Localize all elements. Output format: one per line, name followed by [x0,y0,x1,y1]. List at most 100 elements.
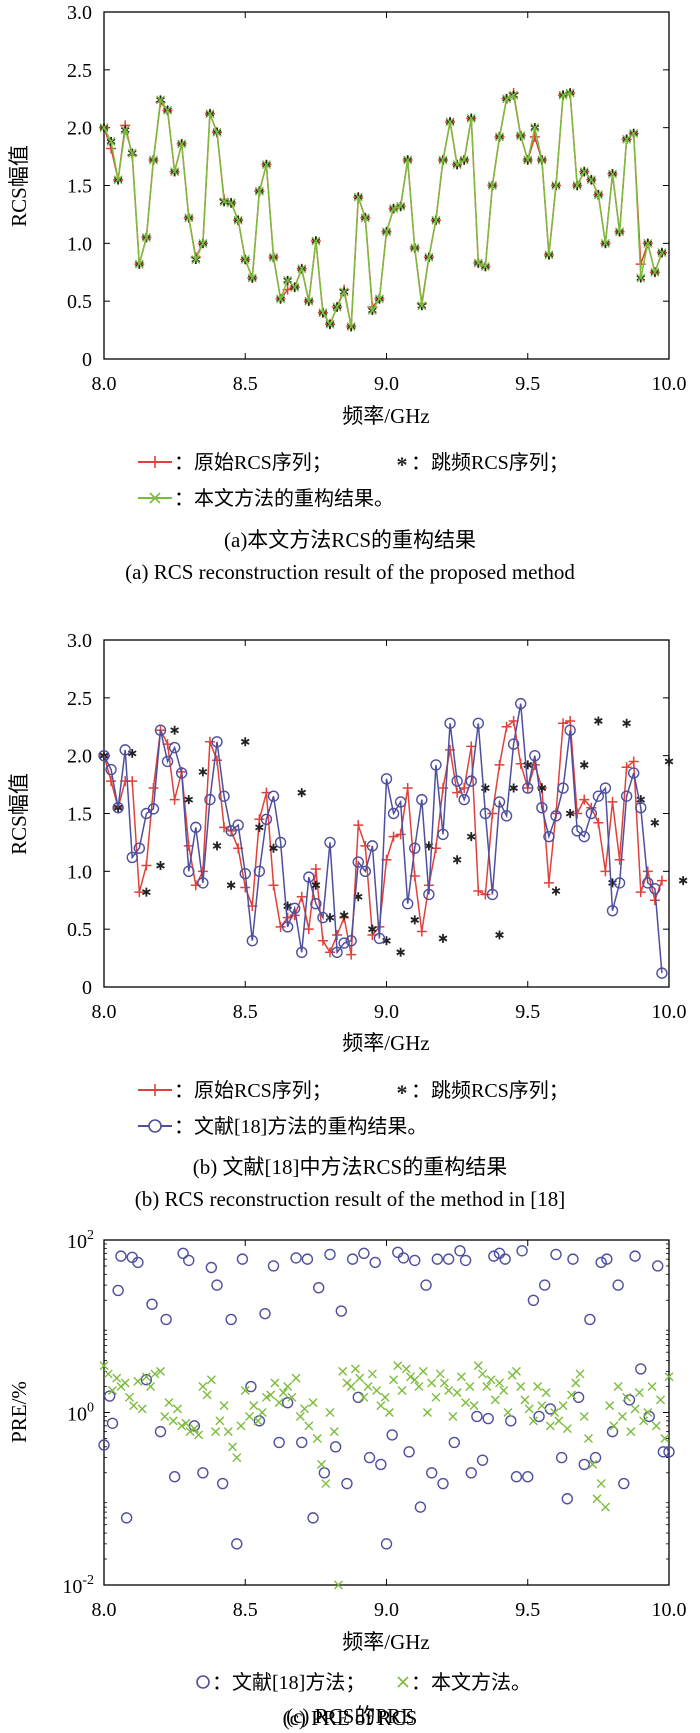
data-point [416,793,428,806]
data-point [339,910,349,920]
data-point [657,1446,670,1458]
chart-b-series [98,697,688,979]
data-point [296,891,307,902]
data-point [388,831,399,842]
data-point [259,1307,271,1320]
data-point [544,250,554,260]
data-point [458,793,470,806]
data-point [352,856,364,868]
x-tick-label: 8.5 [233,1599,258,1621]
data-point [274,836,287,849]
y-tick-label: 3.0 [67,630,92,652]
data-point [579,794,590,805]
data-point [422,1408,432,1417]
data-point [168,1416,178,1426]
data-point [183,840,194,851]
data-point [154,1425,167,1438]
data-point [318,308,328,318]
data-point [663,1446,675,1458]
data-point [339,287,349,297]
data-point [418,1366,428,1376]
data-point [651,1421,661,1431]
data-point [389,204,399,214]
data-point [510,1471,523,1483]
data-point [359,865,372,878]
data-point [380,1538,393,1550]
data-point [594,716,603,726]
data-point [430,759,442,771]
data-point [375,1458,387,1471]
data-point [636,273,646,283]
chart-c-x-ticks: 8.0 8.5 9.0 9.5 10.0 [92,1240,687,1621]
legend-b-ref-label: ：文献[18]方法的重构结果。 [174,1115,427,1138]
data-point [269,843,278,853]
x-tick-label: 9.0 [374,1599,399,1621]
data-point [401,1364,411,1374]
y-tick-label: 0 [82,349,92,371]
data-point [642,866,653,877]
data-point [310,864,321,875]
data-point [329,1441,342,1453]
data-point [170,725,179,735]
data-point [431,215,441,225]
data-point [448,1411,458,1421]
data-point [678,876,688,886]
data-point [103,1390,116,1402]
data-point [410,243,420,253]
data-point [373,932,386,945]
data-point [124,1392,134,1402]
data-point [608,169,617,179]
x-tick-label: 9.5 [515,373,540,395]
data-point [414,1382,424,1392]
data-point [115,1250,127,1262]
data-point [211,1427,221,1437]
data-point [396,947,405,957]
data-point [240,737,250,747]
data-point [529,749,541,762]
data-point [367,305,377,315]
data-point [225,1313,237,1326]
data-point [495,1378,504,1388]
y-tick-label: 0.5 [67,291,92,313]
data-point [190,821,202,834]
data-point [113,175,123,185]
data-point [185,1427,195,1437]
data-point [120,1378,130,1388]
data-point [205,109,215,119]
data-point [600,238,610,248]
legend-c-x-icon [397,1676,409,1688]
data-point [197,1467,209,1479]
data-point [416,926,427,937]
data-point [639,1416,649,1426]
data-point [156,861,165,871]
data-point [148,155,158,165]
data-point [565,88,575,98]
data-point [301,1253,314,1265]
data-point [437,1477,449,1490]
data-point [493,796,506,808]
data-point [329,1427,339,1437]
data-point [312,1433,322,1443]
data-point [296,1436,308,1449]
x-tick-label: 9.0 [374,373,399,395]
data-point [579,760,589,770]
data-point [168,1471,181,1483]
data-point [346,949,357,960]
data-point [352,1391,364,1404]
data-point [649,882,661,895]
legend-a-proposed-label: ：本文方法的重构结果。 [174,487,394,510]
data-point [459,155,469,165]
chart-a-caption-cn: (a)本文方法RCS的重构结果 [224,528,476,552]
data-point [267,1260,280,1272]
data-point [228,1442,238,1452]
data-point [471,1410,483,1423]
data-point [593,190,603,200]
data-point [253,865,266,878]
data-point [454,1245,466,1257]
data-point [487,808,498,819]
data-point [664,1372,674,1382]
data-point [507,738,520,750]
data-point [225,825,237,837]
data-point [410,1375,420,1385]
data-point [387,807,400,820]
